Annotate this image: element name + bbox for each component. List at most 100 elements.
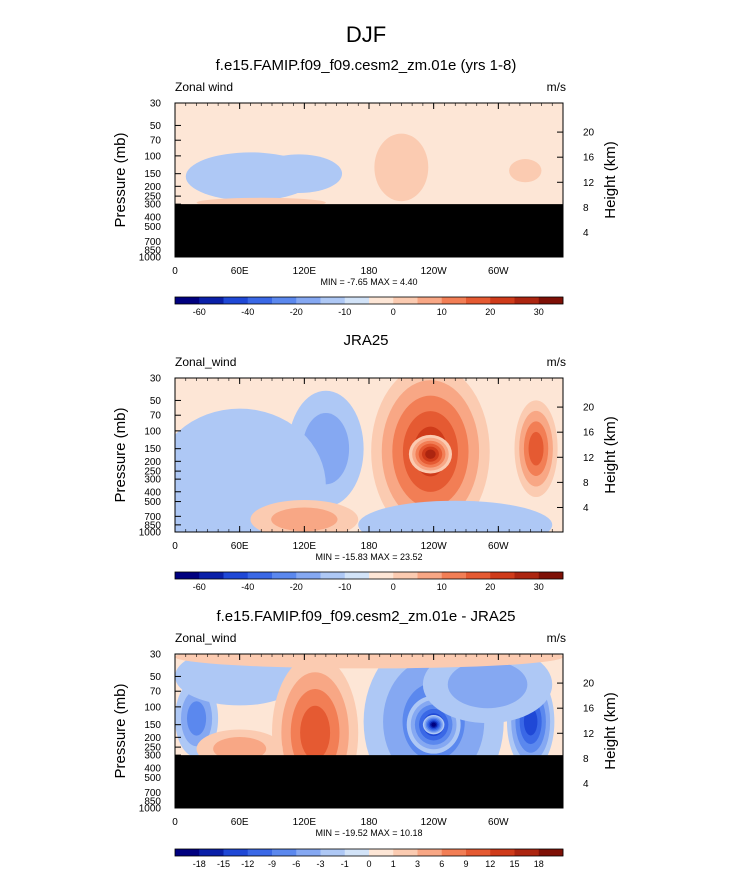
y-tick-label: 300 <box>144 200 161 211</box>
colorbar-tick-label: -10 <box>338 582 351 592</box>
colorbar-tick-label: 30 <box>534 307 544 317</box>
colorbar-swatch <box>466 297 491 304</box>
y-tick-label: 250 <box>144 743 161 754</box>
colorbar-swatch <box>320 297 346 304</box>
height-tick-label: 4 <box>583 503 589 514</box>
y-tick-label: 400 <box>144 487 161 498</box>
panel-title: f.e15.FAMIP.f09_f09.cesm2_zm.01e (yrs 1-… <box>216 57 517 74</box>
x-tick-label: 120E <box>293 266 317 277</box>
y-tick-label: 30 <box>150 650 162 661</box>
colorbar-swatch <box>466 572 491 579</box>
contour-field <box>175 133 563 257</box>
colorbar-swatch <box>296 572 321 579</box>
x-tick-label: 180 <box>361 266 378 277</box>
height-tick-label: 12 <box>583 178 595 189</box>
y-tick-label: 850 <box>144 520 161 531</box>
colorbar-tick-label: -15 <box>217 859 230 869</box>
colorbar-swatch <box>441 297 467 304</box>
x-tick-label: 180 <box>361 541 378 552</box>
y-tick-label: 150 <box>144 720 161 731</box>
colorbar-tick-label: -20 <box>290 582 303 592</box>
colorbar-tick-label: 10 <box>437 307 447 317</box>
contour-positive-8-level-4 <box>300 705 331 760</box>
height-tick-label: 4 <box>583 228 589 239</box>
contour-positive-3-level-1 <box>374 133 429 202</box>
colorbar-swatch <box>223 849 249 856</box>
min-max-label: MIN = -19.52 MAX = 10.18 <box>315 828 422 838</box>
colorbar-tick-label: -40 <box>241 307 254 317</box>
colorbar: -60 -40 -20 -10 0 10 20 30 <box>174 571 564 592</box>
colorbar-swatch <box>369 572 394 579</box>
y-tick-label: 250 <box>144 467 161 478</box>
colorbar-tick-label: 30 <box>534 582 544 592</box>
colorbar-tick-label: -10 <box>338 307 351 317</box>
y-tick-label: 70 <box>150 411 162 422</box>
colorbar-swatch <box>393 297 418 304</box>
y-tick-label: 400 <box>144 212 161 223</box>
height-tick-label: 16 <box>583 428 595 439</box>
contour-positive-4-level-1 <box>509 159 542 183</box>
colorbar-tick-label: 9 <box>463 859 468 869</box>
colorbar-swatch <box>247 849 273 856</box>
y-tick-label: 400 <box>144 763 161 774</box>
contour-field <box>175 378 558 532</box>
colorbar-tick-label: -6 <box>292 859 300 869</box>
colorbar-swatch <box>417 849 443 856</box>
below-ground-mask <box>175 755 563 808</box>
colorbar-tick-label: -60 <box>193 582 206 592</box>
y-tick-label: 150 <box>144 444 161 455</box>
colorbar-swatch <box>441 849 467 856</box>
panel-title: JRA25 <box>343 332 388 349</box>
y-tick-label: 200 <box>144 182 161 193</box>
colorbar-swatch <box>514 572 540 579</box>
height-tick-label: 16 <box>583 704 595 715</box>
colorbar-swatch <box>369 849 394 856</box>
colorbar-swatch <box>247 297 273 304</box>
contour-positive-2-level-6 <box>425 449 436 459</box>
height-tick-label: 16 <box>583 153 595 164</box>
height-tick-label: 8 <box>583 478 589 489</box>
colorbar-swatch <box>320 849 346 856</box>
figure-title: DJF <box>346 22 386 47</box>
y-tick-label: 50 <box>150 672 162 683</box>
y-tick-label: 50 <box>150 396 162 407</box>
y-tick-label: 200 <box>144 733 161 744</box>
colorbar-swatch <box>417 297 443 304</box>
colorbar-swatch <box>175 849 200 856</box>
y-axis-title: Pressure (mb) <box>112 407 129 502</box>
y-tick-label: 500 <box>144 497 161 508</box>
colorbar-swatch <box>223 297 249 304</box>
colorbar-frame <box>174 848 564 857</box>
colorbar-swatch <box>466 849 491 856</box>
colorbar-tick-label: 20 <box>485 582 495 592</box>
colorbar-swatch <box>344 572 370 579</box>
colorbar-tick-label: -40 <box>241 582 254 592</box>
chart-panel-3: f.e15.FAMIP.f09_f09.cesm2_zm.01e - JRA25… <box>112 608 619 869</box>
y-tick-label: 200 <box>144 457 161 468</box>
colorbar-swatch <box>344 297 370 304</box>
y-tick-label: 30 <box>150 99 162 110</box>
colorbar-swatch <box>393 849 418 856</box>
height-tick-label: 12 <box>583 729 595 740</box>
colorbar-swatch <box>538 297 564 304</box>
y-tick-label: 300 <box>144 751 161 762</box>
colorbar-tick-label: 10 <box>437 582 447 592</box>
y-axis-title: Pressure (mb) <box>112 132 129 227</box>
y-tick-label: 1000 <box>139 253 162 264</box>
height-tick-label: 20 <box>583 403 595 414</box>
y-tick-label: 300 <box>144 475 161 486</box>
colorbar-frame <box>174 296 564 305</box>
colorbar-swatch <box>369 297 394 304</box>
x-tick-label: 120W <box>421 266 448 277</box>
colorbar-swatch <box>344 849 370 856</box>
colorbar: -60 -40 -20 -10 0 10 20 30 <box>174 296 564 317</box>
colorbar-tick-label: 3 <box>415 859 420 869</box>
colorbar-swatch <box>514 297 540 304</box>
colorbar-swatch <box>320 572 346 579</box>
colorbar-tick-label: 15 <box>509 859 519 869</box>
y-tick-label: 100 <box>144 151 161 162</box>
colorbar-tick-label: -3 <box>316 859 324 869</box>
colorbar-tick-label: -9 <box>268 859 276 869</box>
